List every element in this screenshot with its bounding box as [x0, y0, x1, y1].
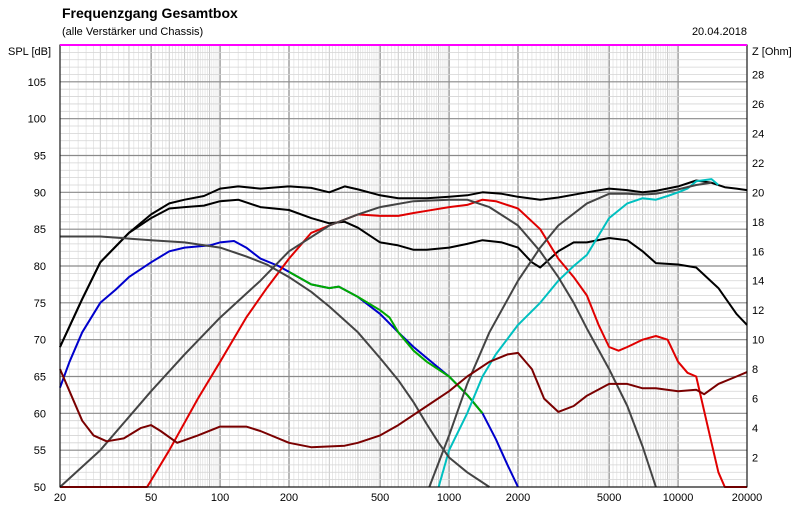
- y2-tick-label: 28: [752, 69, 764, 81]
- x-tick-label: 500: [371, 492, 389, 504]
- x-tick-label: 20: [54, 492, 66, 504]
- y2-tick-label: 22: [752, 158, 764, 170]
- y2-tick-label: 14: [752, 276, 764, 288]
- series-line-10: [59, 351, 748, 449]
- y-tick-label: 50: [34, 482, 46, 494]
- x-tick-label: 2000: [506, 492, 530, 504]
- y2-tick-label: 10: [752, 335, 764, 347]
- y2-tick-label: 4: [752, 423, 758, 435]
- series-line-7: [428, 181, 712, 488]
- tick-labels: 20 50 100 200 500 1000 2000 5000 10000 20000 50 55 6…: [28, 69, 765, 504]
- y-tick-label: 70: [34, 335, 46, 347]
- y-tick-label: 80: [34, 261, 46, 273]
- y2-tick-label: 24: [752, 128, 764, 140]
- x-tick-label: 1000: [437, 492, 461, 504]
- data-series: [59, 178, 748, 488]
- y2-tick-label: 2: [752, 453, 758, 465]
- y-tick-label: 60: [34, 408, 46, 420]
- x-tick-label: 200: [280, 492, 298, 504]
- x-tick-label: 20000: [732, 492, 763, 504]
- y2-tick-label: 20: [752, 187, 764, 199]
- series-line-1: [59, 179, 748, 348]
- y-tick-label: 90: [34, 187, 46, 199]
- y-tick-label: 75: [34, 298, 46, 310]
- y-tick-label: 85: [34, 224, 46, 236]
- y2-tick-label: 6: [752, 394, 758, 406]
- y2-tick-label: 12: [752, 305, 764, 317]
- x-tick-label: 100: [211, 492, 229, 504]
- y2-tick-label: 18: [752, 217, 764, 229]
- grid: [59, 44, 748, 488]
- x-tick-label: 5000: [597, 492, 621, 504]
- chart-date: 20.04.2018: [692, 26, 747, 38]
- series-line-6: [437, 178, 720, 488]
- y2-tick-label: 26: [752, 99, 764, 111]
- chart-title: Frequenzgang Gesamtbox: [62, 5, 238, 21]
- series-line-8: [60, 235, 490, 488]
- y-tick-label: 55: [34, 445, 46, 457]
- series-line-4: [288, 271, 484, 414]
- series-line-5: [60, 198, 747, 488]
- y-tick-label: 105: [28, 77, 46, 89]
- y-tick-label: 65: [34, 372, 46, 384]
- series-line-2: [59, 198, 748, 348]
- y-axis-label: SPL [dB]: [8, 46, 51, 58]
- x-tick-label: 50: [145, 492, 157, 504]
- x-tick-label: 10000: [663, 492, 694, 504]
- y2-axis-label: Z [Ohm]: [752, 46, 792, 58]
- y2-tick-label: 8: [752, 364, 758, 376]
- y-tick-label: 100: [28, 114, 46, 126]
- y-tick-label: 95: [34, 151, 46, 163]
- y2-tick-label: 16: [752, 246, 764, 258]
- series-line-9: [59, 198, 657, 488]
- chart-subtitle: (alle Verstärker und Chassis): [62, 26, 203, 38]
